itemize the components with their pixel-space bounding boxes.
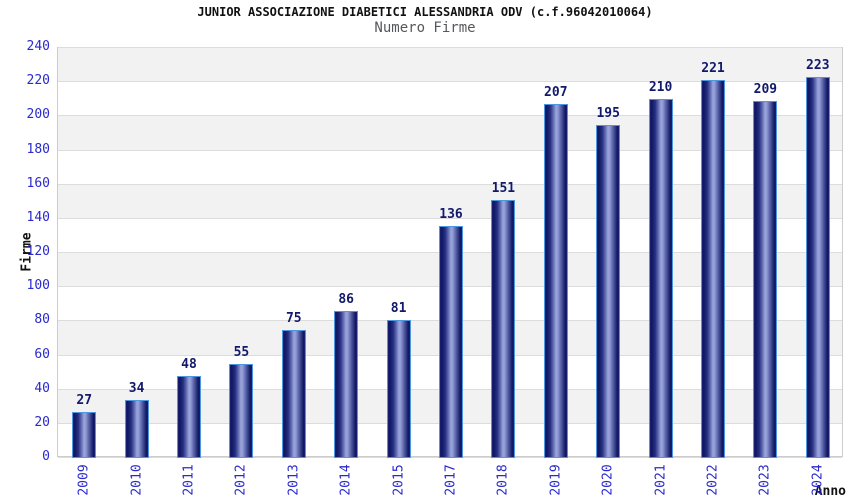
y-tick-label: 80 (34, 312, 50, 328)
x-tick-label: 2015 (391, 464, 407, 496)
bar[interactable] (386, 319, 411, 458)
bar[interactable] (805, 77, 830, 458)
x-tick-label: 2011 (181, 464, 197, 496)
x-tick-label: 2024 (810, 464, 826, 496)
bar[interactable] (281, 329, 306, 458)
bar-value-label: 34 (128, 380, 145, 396)
bar[interactable] (753, 100, 778, 458)
y-tick-label: 240 (26, 39, 50, 54)
y-tick-label: 40 (34, 380, 50, 396)
y-tick-label: 20 (34, 414, 50, 430)
bar[interactable] (177, 376, 201, 458)
bar[interactable] (596, 124, 621, 458)
gridline (58, 115, 842, 116)
x-tick-label: 2021 (653, 464, 669, 496)
gridline (58, 47, 842, 48)
bar-value-label: 27 (76, 392, 93, 408)
bar-value-label: 81 (390, 300, 407, 316)
y-tick-label: 140 (26, 209, 50, 225)
gridline (58, 184, 842, 185)
x-tick-label: 2019 (548, 464, 564, 496)
x-tick-label: 2023 (757, 464, 773, 496)
bar[interactable] (701, 80, 725, 458)
bar[interactable] (334, 311, 359, 458)
bar-value-label: 223 (806, 58, 830, 74)
bar-value-label: 55 (233, 345, 250, 361)
y-tick-label: 160 (26, 175, 50, 191)
bar-value-label: 207 (544, 85, 568, 101)
x-axis-title: Anno (814, 484, 846, 499)
y-tick-label: 120 (26, 244, 50, 259)
bar[interactable] (648, 99, 673, 458)
x-tick-label: 2022 (705, 464, 721, 496)
bar-value-label: 210 (648, 80, 673, 96)
bar[interactable] (72, 411, 97, 458)
chart-title: JUNIOR ASSOCIAZIONE DIABETICI ALESSANDRI… (197, 5, 653, 19)
x-tick-label: 2010 (129, 464, 145, 496)
chart-subtitle: Numero Firme (374, 20, 476, 36)
bar-value-label: 209 (753, 81, 778, 97)
bar[interactable] (543, 104, 568, 458)
y-tick-label: 100 (26, 278, 50, 294)
x-tick-label: 2009 (76, 464, 92, 496)
bar[interactable] (439, 225, 463, 458)
bar-value-label: 195 (596, 105, 620, 121)
x-tick-label: 2017 (443, 464, 459, 496)
y-tick-label: 220 (26, 73, 50, 89)
bar-value-label: 136 (439, 206, 463, 222)
y-tick-label: 180 (26, 141, 50, 157)
bar-value-label: 75 (285, 310, 302, 326)
x-tick-label: 2013 (286, 464, 302, 496)
x-tick-label: 2020 (600, 464, 616, 496)
y-tick-label: 200 (26, 107, 50, 123)
x-tick-label: 2012 (233, 464, 249, 496)
y-tick-label: 60 (34, 346, 50, 362)
gridline (58, 150, 842, 151)
bar[interactable] (124, 399, 149, 458)
bar[interactable] (491, 200, 516, 458)
bar[interactable] (229, 364, 254, 458)
bar-value-label: 151 (491, 181, 516, 197)
x-tick-label: 2018 (495, 464, 511, 496)
bar-value-label: 48 (181, 357, 197, 372)
y-tick-label: 0 (42, 449, 50, 464)
bar-value-label: 221 (701, 61, 725, 77)
gridline (58, 81, 842, 82)
x-tick-label: 2014 (338, 464, 354, 496)
bar-value-label: 86 (338, 292, 355, 308)
grid-band (58, 48, 842, 83)
gridline (58, 218, 842, 219)
plot-area: 27 34 48 55 75 86 81 136 151 207 195 210 221 209 223 (57, 47, 843, 458)
